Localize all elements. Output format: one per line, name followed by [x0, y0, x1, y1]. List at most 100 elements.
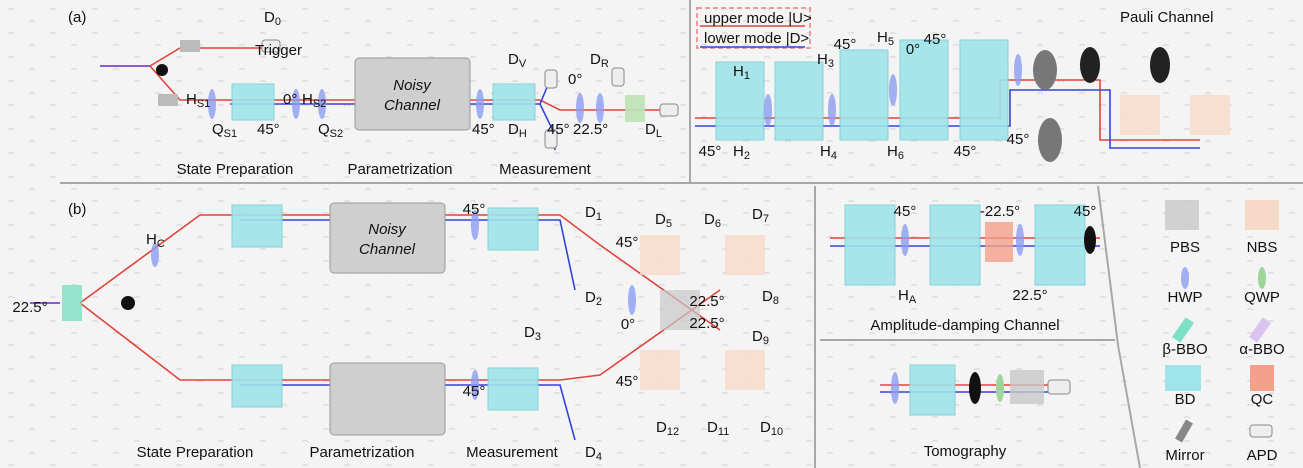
label-subscript: 2: [596, 296, 602, 308]
label: 0°: [283, 91, 297, 108]
label-base: D: [762, 288, 773, 305]
label-base: H: [302, 91, 313, 108]
label: Parametrization: [309, 444, 414, 461]
label: Noisy: [368, 221, 407, 238]
label: QWP: [1244, 289, 1280, 306]
label-subscript: 9: [763, 335, 769, 347]
label-base: H: [146, 231, 157, 248]
label: 45°: [1074, 203, 1097, 220]
label-base: D: [752, 328, 763, 345]
label-subscript: 5: [666, 218, 672, 230]
label-base: D: [707, 419, 718, 436]
label-subscript: 1: [596, 211, 602, 223]
label-subscript: L: [656, 128, 662, 140]
label: 45°: [924, 31, 947, 48]
label: 45°: [699, 143, 722, 160]
label: Measurement: [499, 161, 592, 178]
label-subscript: 6: [898, 150, 904, 162]
label: Noisy: [393, 77, 432, 94]
label-subscript: S2: [313, 98, 326, 110]
label-subscript: 11: [718, 426, 729, 438]
label-base: H: [877, 29, 888, 46]
label-base: H: [733, 143, 744, 160]
label-subscript: R: [601, 58, 609, 70]
noisy-channel-box: [330, 203, 445, 273]
label: 45°: [1007, 131, 1030, 148]
label-subscript: 5: [888, 36, 894, 48]
label: 45°: [257, 121, 280, 138]
label: -22.5°: [980, 203, 1020, 220]
label: NBS: [1247, 239, 1278, 256]
label-base: Q: [212, 121, 224, 138]
label: 22.5°: [573, 121, 608, 138]
label: 22.5°: [12, 299, 47, 316]
label-base: H: [186, 91, 197, 108]
label: 45°: [894, 203, 917, 220]
label: Pauli Channel: [1120, 9, 1213, 26]
label: 45°: [463, 201, 486, 218]
label: 22.5°: [689, 315, 724, 332]
label-base: D: [264, 9, 275, 26]
label: 22.5°: [689, 293, 724, 310]
label-subscript: 3: [535, 331, 541, 343]
noisy-channel-box: [355, 58, 470, 130]
label-subscript: 8: [773, 295, 779, 307]
label-subscript: C: [157, 238, 165, 250]
label-base: H: [820, 143, 831, 160]
label: State Preparation: [177, 161, 294, 178]
label: Mirror: [1165, 447, 1204, 464]
amplitude-optics: [830, 205, 1100, 285]
label-subscript: A: [909, 294, 917, 306]
label-base: H: [898, 287, 909, 304]
label-base: D: [585, 289, 596, 306]
label: 45°: [472, 121, 495, 138]
label-base: D: [704, 211, 715, 228]
label: State Preparation: [137, 444, 254, 461]
label-base: D: [655, 211, 666, 228]
label: β-BBO: [1162, 341, 1207, 358]
label: 0°: [568, 71, 582, 88]
label-subscript: S1: [197, 98, 210, 110]
label: upper mode |U>: [704, 10, 812, 27]
label: Trigger: [255, 42, 302, 59]
label: 45°: [954, 143, 977, 160]
label-base: D: [585, 444, 596, 461]
label: 45°: [616, 234, 639, 251]
label-base: Q: [318, 121, 330, 138]
label-base: D: [524, 324, 535, 341]
label-base: D: [656, 419, 667, 436]
label: lower mode |D>: [704, 30, 809, 47]
label: 0°: [906, 41, 920, 58]
label: BD: [1175, 391, 1196, 408]
label: Amplitude-damping Channel: [870, 317, 1059, 334]
label-subscript: S2: [330, 128, 343, 140]
label-base: D: [645, 121, 656, 138]
label: 22.5°: [1012, 287, 1047, 304]
label: 45°: [463, 383, 486, 400]
label: 45°: [547, 121, 570, 138]
label-base: D: [508, 121, 519, 138]
label-base: D: [508, 51, 519, 68]
label: Channel: [359, 241, 416, 258]
label-subscript: 1: [744, 70, 750, 82]
label-base: H: [733, 63, 744, 80]
label-base: H: [887, 143, 898, 160]
label: 45°: [834, 36, 857, 53]
label: Channel: [384, 97, 441, 114]
label-subscript: 4: [831, 150, 837, 162]
label-base: D: [752, 206, 763, 223]
label-subscript: 12: [667, 426, 679, 438]
label-base: D: [760, 419, 771, 436]
label: QC: [1251, 391, 1274, 408]
label: Tomography: [924, 443, 1007, 460]
label: HWP: [1168, 289, 1203, 306]
label-subscript: V: [519, 58, 527, 70]
setup-diagram: (a)TriggerNoisyChannel45°0°45°45°0°22.5°…: [0, 0, 1303, 468]
table-texture: [0, 0, 1303, 468]
label-subscript: 10: [771, 426, 783, 438]
label: APD: [1247, 447, 1278, 464]
label: (b): [68, 201, 86, 218]
label-subscript: 7: [763, 213, 769, 225]
label-subscript: 6: [715, 218, 721, 230]
label-base: D: [585, 204, 596, 221]
